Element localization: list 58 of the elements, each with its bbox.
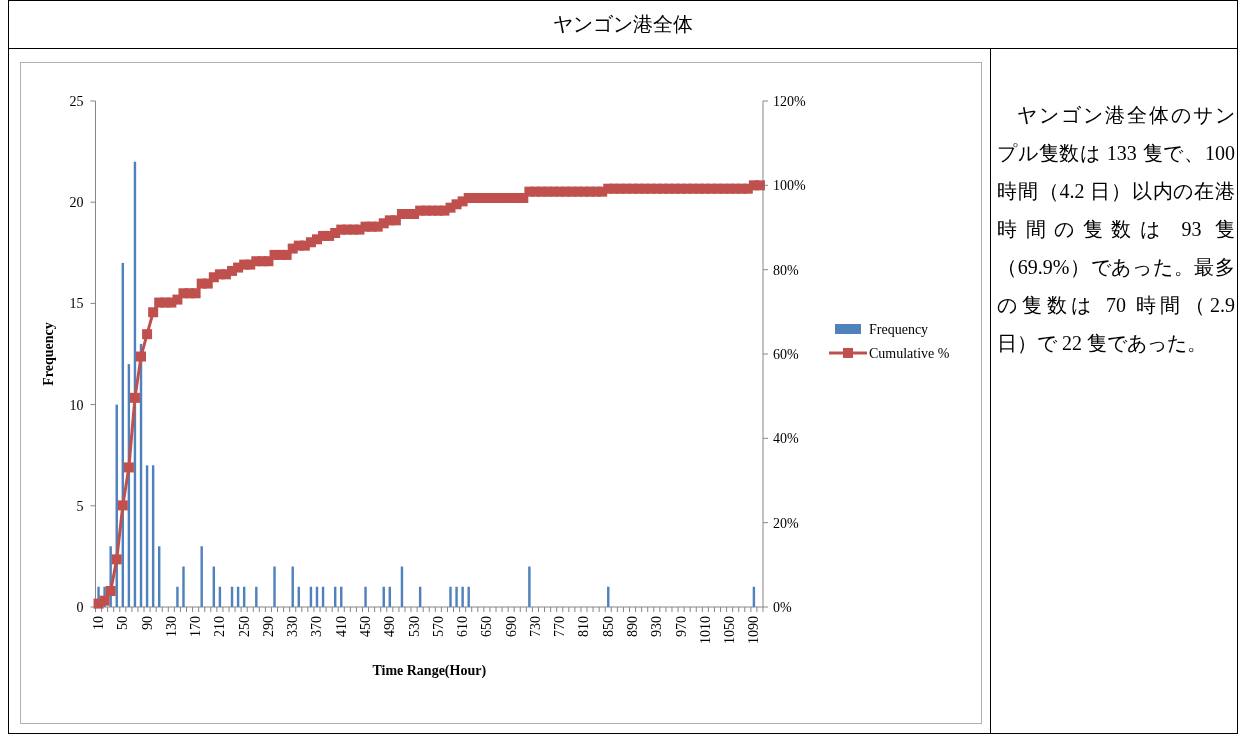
- bar: [273, 566, 276, 607]
- y-axis-title: Frequency: [41, 322, 56, 386]
- y-tick-label: 0: [76, 600, 84, 615]
- bar: [176, 586, 179, 607]
- x-tick-label: 10: [91, 616, 107, 630]
- x-tick-label: 970: [673, 616, 689, 637]
- bar: [255, 586, 258, 607]
- x-tick-label: 370: [309, 616, 325, 637]
- x-tick-label: 810: [576, 616, 592, 637]
- x-tick-label: 530: [406, 616, 422, 637]
- y-tick-label: 20: [69, 195, 84, 211]
- text: ヤンゴン港全体のサンプル隻数は 133 隻で、100 時間（4.2 日）以内の在港時間の隻数は 93 隻（69.9%）であった。最多の隻数は 70 時間（2.9 日）で 22 隻であった。: [997, 103, 1235, 356]
- x-tick-label: 1090: [746, 616, 762, 644]
- legend-label: Frequency: [869, 322, 929, 337]
- x-tick-label: 930: [649, 616, 665, 637]
- y-tick-label: 15: [69, 296, 84, 312]
- x-tick-label: 490: [382, 616, 398, 637]
- x-tick-label: 450: [358, 616, 374, 637]
- x-tick-label: 170: [188, 616, 204, 637]
- x-tick-label: 210: [212, 616, 228, 637]
- x-tick-label: 730: [527, 616, 543, 637]
- bar: [461, 586, 464, 607]
- legend-label: Cumulative %: [869, 346, 950, 361]
- x-axis-title: Time Range(Hour): [372, 663, 487, 679]
- bar: [182, 566, 185, 607]
- y-tick-label: 5: [76, 498, 84, 514]
- bar: [467, 586, 470, 607]
- x-tick-label: 130: [163, 616, 179, 637]
- x-tick-label: 250: [236, 616, 252, 637]
- x-tick-label: 690: [503, 616, 519, 637]
- bar: [449, 586, 452, 607]
- bar: [200, 546, 203, 607]
- x-tick-label: 50: [115, 616, 131, 630]
- bar: [455, 586, 458, 607]
- x-tick-label: 850: [600, 616, 616, 637]
- y2-tick-label: 20%: [773, 515, 799, 531]
- y2-tick-label: 80%: [773, 262, 799, 278]
- x-tick-label: 410: [333, 616, 349, 637]
- x-tick-label: 90: [139, 616, 155, 630]
- chart-title: ヤンゴン港全体: [552, 12, 694, 37]
- x-tick-label: 610: [455, 616, 471, 637]
- x-tick-label: 1050: [722, 616, 738, 644]
- x-tick-label: 1010: [697, 616, 713, 644]
- x-tick-label: 290: [260, 616, 276, 637]
- y2-tick-label: 60%: [773, 347, 799, 362]
- x-tick-label: 890: [625, 616, 641, 637]
- y2-tick-label: 0%: [773, 600, 792, 615]
- bar: [364, 586, 367, 607]
- y2-tick-label: 40%: [773, 431, 799, 447]
- x-tick-label: 650: [479, 616, 495, 637]
- x-tick-label: 770: [552, 616, 568, 637]
- y2-tick-label: 120%: [773, 94, 806, 109]
- bar: [528, 566, 531, 607]
- y-tick-label: 25: [69, 94, 84, 109]
- x-tick-label: 330: [285, 616, 301, 637]
- y2-tick-label: 100%: [773, 178, 806, 194]
- x-tick-label: 570: [430, 616, 446, 637]
- y-tick-label: 10: [69, 397, 84, 413]
